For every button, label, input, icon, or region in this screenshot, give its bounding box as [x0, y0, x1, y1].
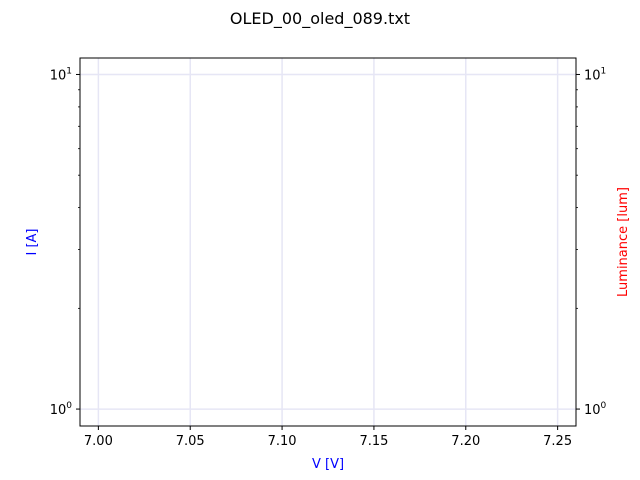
axis-ticks: 7.00 7.05 7.10 7.15 7.20 7.25 100 101 100 101: [50, 66, 607, 449]
x-tick-label: 7.00: [84, 434, 113, 449]
chart-title: OLED_00_oled_089.txt: [230, 9, 410, 29]
x-tick-label: 7.25: [543, 434, 572, 449]
x-tick-label: 7.20: [451, 434, 480, 449]
y-left-tick-label: 100: [50, 401, 73, 418]
y-axis-right-label: Luminance [lum]: [616, 187, 631, 297]
x-axis-label: V [V]: [312, 457, 344, 472]
y-left-tick-label: 101: [50, 66, 72, 83]
y-right-tick-label: 101: [584, 66, 606, 83]
x-tick-label: 7.15: [359, 434, 388, 449]
x-tick-label: 7.10: [268, 434, 297, 449]
grid-lines: [80, 58, 576, 426]
x-tick-label: 7.05: [176, 434, 205, 449]
y-right-tick-label: 100: [584, 401, 607, 418]
y-axis-left-label: I [A]: [25, 228, 40, 255]
plot-area-frame: [79, 57, 577, 427]
